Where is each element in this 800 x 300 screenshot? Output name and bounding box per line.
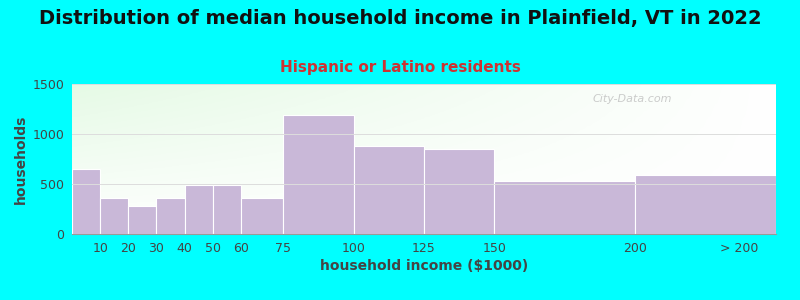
Text: City-Data.com: City-Data.com bbox=[593, 94, 673, 104]
Bar bbox=[185, 185, 213, 234]
Bar bbox=[494, 181, 635, 234]
Bar bbox=[213, 185, 241, 234]
Bar bbox=[100, 197, 128, 234]
Text: Distribution of median household income in Plainfield, VT in 2022: Distribution of median household income … bbox=[38, 9, 762, 28]
Bar bbox=[241, 197, 283, 234]
Y-axis label: households: households bbox=[14, 114, 28, 204]
Bar bbox=[157, 198, 185, 234]
Bar bbox=[354, 146, 424, 234]
Bar bbox=[283, 115, 354, 234]
Text: Hispanic or Latino residents: Hispanic or Latino residents bbox=[279, 60, 521, 75]
Bar bbox=[128, 206, 157, 234]
X-axis label: household income ($1000): household income ($1000) bbox=[320, 259, 528, 273]
Bar bbox=[635, 175, 776, 234]
Bar bbox=[424, 148, 494, 234]
Bar bbox=[72, 169, 100, 234]
